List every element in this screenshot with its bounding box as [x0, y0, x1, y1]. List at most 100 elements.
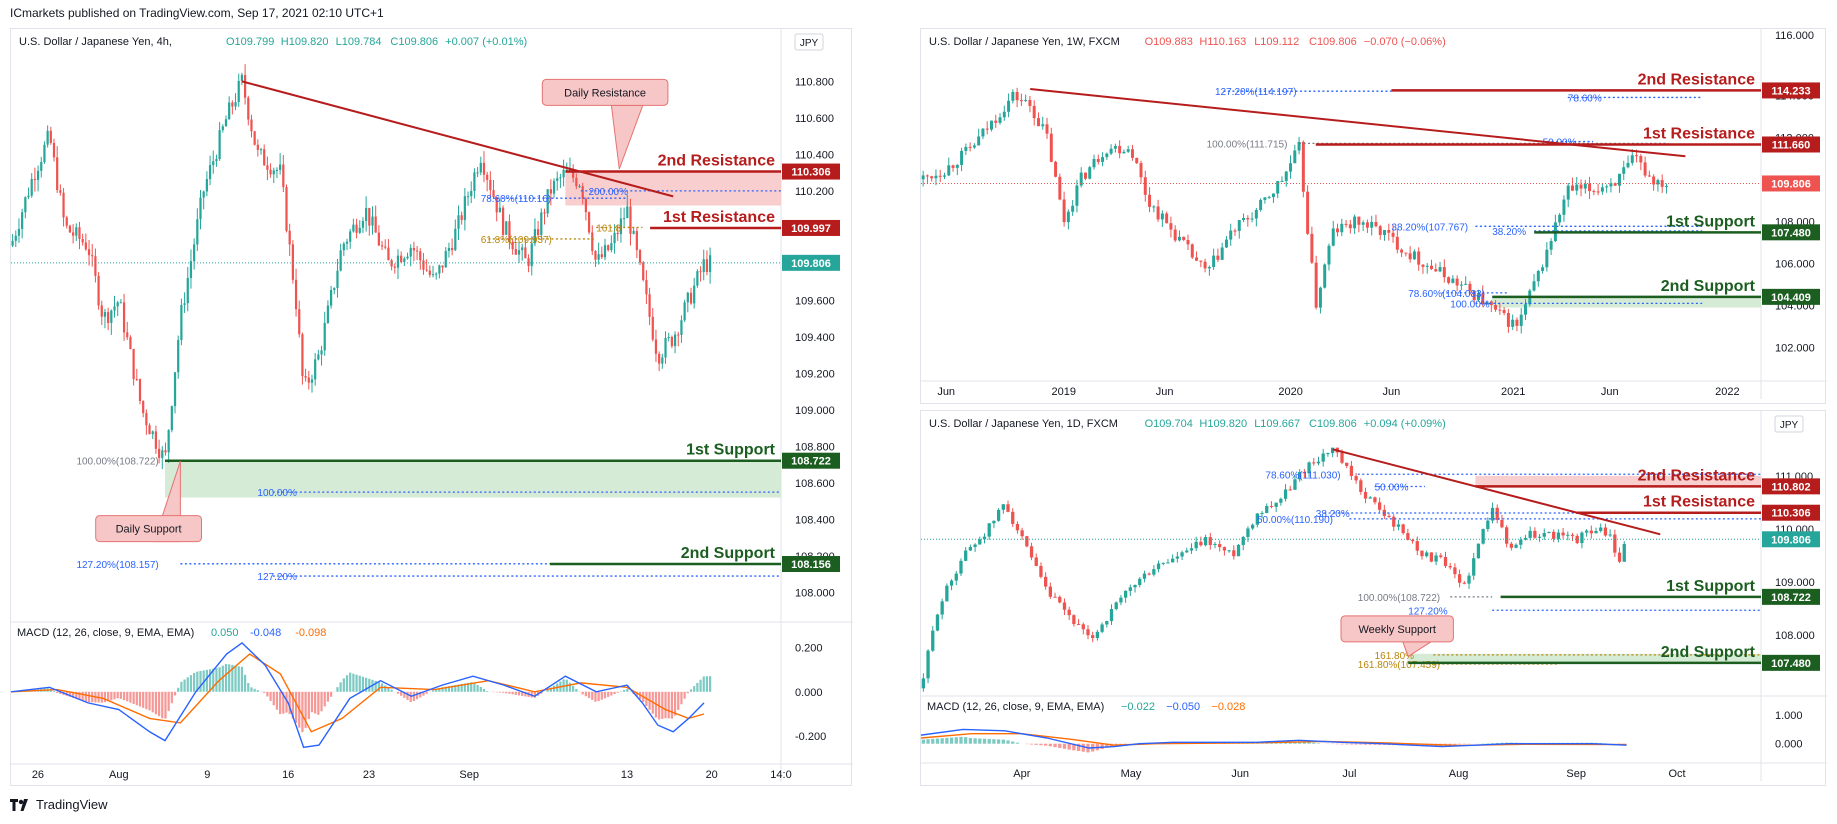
macd-histogram-bar [68, 691, 72, 697]
price-tick-label: 116.000 [1775, 30, 1814, 42]
candle-body [161, 450, 164, 458]
time-tick-label: 14:0 [770, 769, 791, 781]
time-tick-label: May [1121, 768, 1142, 780]
fib-level-label: 200.00% [589, 187, 629, 198]
macd-line [921, 728, 1627, 749]
macd-histogram-bar [931, 738, 935, 744]
macd-histogram-bar [100, 691, 103, 703]
chart-1w-svg[interactable]: U.S. Dollar / Japanese Yen, 1W, FXCM O109… [921, 29, 1827, 405]
candle-body [1199, 260, 1203, 262]
candle-body [945, 585, 949, 602]
ohlc-h: H110.163 [1199, 36, 1246, 48]
macd-histogram-bar [122, 691, 126, 701]
resistance-level-label: 1st Resistance [1643, 494, 1755, 511]
macd-histogram-bar [1340, 743, 1344, 745]
candle-body [231, 102, 234, 107]
candle-body [505, 221, 508, 235]
candle-body [921, 175, 925, 180]
macd-histogram-bar [1001, 739, 1005, 744]
candle-body [1481, 529, 1485, 544]
macd-histogram-bar [228, 664, 231, 692]
macd-histogram-bar [1058, 743, 1062, 748]
candle-body [1100, 624, 1104, 632]
candle-body [926, 650, 930, 679]
candle-body [1451, 278, 1455, 283]
candle-body [1095, 631, 1100, 639]
candle-body [221, 126, 224, 131]
candle-body [693, 285, 696, 304]
macd-histogram-bar [189, 675, 193, 692]
macd-value: -0.048 [250, 627, 281, 639]
candle-body [1242, 218, 1246, 221]
candle-body [1118, 146, 1122, 154]
candle-body [1165, 213, 1169, 224]
candle-body [1439, 555, 1443, 558]
macd-histogram-bar [291, 691, 294, 719]
time-tick-label: 9 [204, 769, 210, 781]
candle-body [1400, 249, 1404, 253]
chart-panel-1d[interactable]: U.S. Dollar / Japanese Yen, 1D, FXCM O109… [920, 410, 1827, 787]
candle-body [1349, 465, 1354, 476]
macd-histogram-bar [533, 691, 537, 698]
price-tick-label: 110.600 [795, 113, 834, 125]
macd-histogram-bar [470, 682, 473, 692]
candle-body [1575, 184, 1579, 191]
macd-histogram-bar [119, 691, 122, 699]
candle-body [1216, 255, 1220, 260]
macd-histogram-bar [415, 691, 419, 700]
macd-histogram-bar [435, 688, 438, 692]
time-tick-label: 20 [706, 769, 718, 781]
macd-value: 0.050 [211, 627, 239, 639]
candle-body [686, 292, 689, 303]
candle-body [1091, 635, 1095, 639]
candle-body [1594, 530, 1598, 534]
macd-histogram-bar [441, 687, 444, 692]
candle-body [1500, 519, 1504, 528]
candle-body [142, 401, 145, 414]
chart-1d-svg[interactable]: U.S. Dollar / Japanese Yen, 1D, FXCM O109… [921, 411, 1827, 787]
callout-text: Weekly Support [1358, 624, 1435, 636]
candle-body [1020, 530, 1024, 537]
macd-tick-label: 0.000 [1775, 739, 1803, 751]
chart-panel-4h[interactable]: U.S. Dollar / Japanese Yen, 4h, O109.799 H… [10, 28, 853, 787]
macd-value: −0.050 [1166, 701, 1200, 713]
candle-body [333, 287, 336, 291]
macd-histogram-bar [1307, 742, 1311, 744]
macd-histogram-bar [457, 684, 460, 692]
candle-body [1377, 502, 1382, 510]
candle-body [964, 550, 968, 561]
macd-value: −0.022 [1121, 701, 1155, 713]
candle-body [151, 431, 154, 435]
macd-histogram-bar [387, 687, 390, 692]
candle-body [1498, 309, 1502, 311]
price-tick-label: 106.000 [1775, 258, 1815, 270]
candle-body [1265, 506, 1269, 513]
chart-panel-1w[interactable]: U.S. Dollar / Japanese Yen, 1W, FXCM O109… [920, 28, 1827, 405]
candle-body [1494, 305, 1498, 310]
candle-body [1354, 475, 1358, 481]
candle-body [183, 303, 186, 305]
candle-body [387, 247, 390, 261]
macd-histogram-bar [1081, 743, 1085, 752]
candle-body [1254, 209, 1258, 219]
chart-4h-svg[interactable]: U.S. Dollar / Japanese Yen, 4h, O109.799 H… [11, 29, 853, 787]
candle-body [189, 261, 193, 278]
candle-body [1298, 472, 1302, 480]
macd-histogram-bar [680, 691, 683, 705]
macd-histogram-bar [524, 691, 527, 697]
candle-body [476, 172, 479, 174]
macd-tick-label: 0.000 [795, 687, 823, 699]
time-tick-label: Sep [1566, 768, 1586, 780]
time-tick-label: Apr [1013, 768, 1030, 780]
candle-body [415, 250, 419, 252]
candle-body [466, 196, 470, 198]
candle-body [1486, 520, 1490, 530]
candle-body [91, 255, 94, 257]
ohlc-l: L109.112 [1254, 36, 1299, 48]
callout-box [541, 78, 669, 106]
price-tick-label: 109.200 [795, 368, 835, 380]
candle-body [1246, 528, 1250, 537]
candle-body [546, 189, 549, 214]
macd-histogram-bar [294, 691, 298, 724]
candle-body [1007, 100, 1011, 112]
